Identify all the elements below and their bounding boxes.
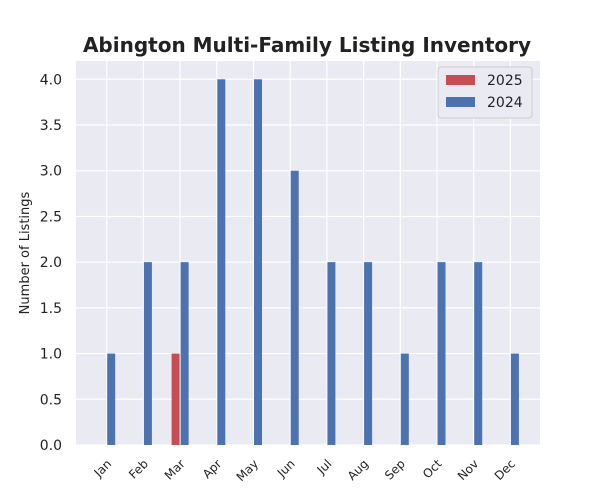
x-tick-label: Sep — [382, 457, 408, 483]
bar-2024-jan — [107, 353, 116, 445]
y-tick-label: 4.0 — [40, 72, 62, 88]
x-tick-label: Nov — [455, 457, 481, 483]
chart-title: Abington Multi-Family Listing Inventory — [83, 33, 531, 57]
y-tick-label: 0.0 — [40, 438, 62, 454]
x-tick-label: Jan — [91, 457, 115, 481]
bars — [107, 79, 519, 446]
bar-2024-apr — [217, 79, 226, 446]
x-tick-label: Apr — [200, 457, 225, 482]
grid-lines — [76, 61, 540, 446]
bar-2024-dec — [510, 353, 519, 445]
x-tick-label: Dec — [492, 457, 518, 483]
x-tick-label: May — [234, 457, 261, 484]
y-tick-label: 3.5 — [40, 118, 62, 134]
x-tick-label: Mar — [162, 457, 188, 483]
bar-2024-nov — [474, 262, 483, 445]
bar-2024-sep — [400, 353, 409, 445]
y-tick-label: 3.0 — [40, 164, 62, 180]
y-tick-label: 0.5 — [40, 392, 62, 408]
bar-2024-feb — [143, 262, 152, 445]
x-tick-label: Feb — [126, 457, 151, 482]
legend-swatch-2024 — [446, 97, 475, 107]
bar-2025-mar — [171, 353, 180, 445]
y-tick-label: 1.0 — [40, 347, 62, 363]
legend: 2025 2024 — [437, 66, 533, 119]
y-tick-label: 1.5 — [40, 301, 62, 317]
bar-2024-mar — [180, 262, 189, 445]
bar-2024-oct — [437, 262, 446, 445]
y-axis-label: Number of Listings — [18, 191, 33, 314]
legend-label-2024: 2024 — [487, 95, 523, 111]
y-tick-label: 2.0 — [40, 255, 62, 271]
y-tick-label: 2.5 — [40, 209, 62, 225]
bar-2024-may — [254, 79, 262, 446]
x-tick-label: Jul — [314, 457, 335, 478]
x-tick-label: Jun — [274, 457, 298, 481]
legend-swatch-2025 — [446, 75, 475, 85]
bar-2024-jul — [327, 262, 336, 445]
bar-2024-jun — [290, 170, 299, 445]
x-tick-label: Aug — [345, 457, 371, 483]
bar-2024-aug — [364, 262, 373, 445]
y-axis-ticks: 0.0 0.5 1.0 1.5 2.0 2.5 3.0 3.5 4.0 — [40, 72, 62, 454]
legend-label-2025: 2025 — [487, 73, 523, 89]
x-axis-ticks: Jan Feb Mar Apr May Jun Jul Aug Sep Oct Nov Dec — [91, 456, 518, 484]
x-tick-label: Oct — [420, 456, 445, 481]
